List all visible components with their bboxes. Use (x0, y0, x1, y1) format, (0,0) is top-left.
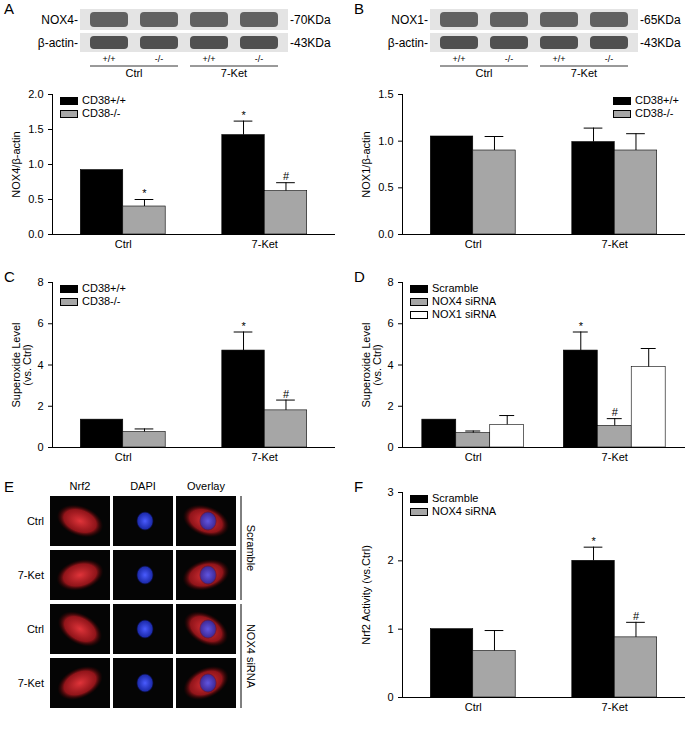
svg-text:-70KDa: -70KDa (290, 13, 331, 27)
svg-text:-/-: -/- (155, 54, 164, 64)
svg-text:1.5: 1.5 (28, 123, 43, 135)
svg-text:Ctrl: Ctrl (465, 701, 482, 713)
svg-text:Ctrl: Ctrl (115, 451, 132, 463)
html-text:F: F (354, 478, 364, 495)
html-text:D: D (354, 268, 365, 285)
html-text:NOX1 siRNA: NOX1 siRNA (432, 308, 497, 320)
svg-text:2: 2 (387, 554, 393, 566)
svg-text:7-Ket: 7-Ket (571, 67, 597, 79)
svg-text:Ctrl: Ctrl (465, 238, 482, 250)
svg-text:#: # (633, 610, 640, 622)
svg-text:6: 6 (387, 317, 393, 329)
svg-text:Ctrl: Ctrl (27, 515, 44, 527)
svg-text:-43KDa: -43KDa (640, 36, 681, 50)
svg-text:0: 0 (387, 691, 393, 703)
svg-text:Superoxide Level(vs. Ctrl): Superoxide Level(vs. Ctrl) (360, 322, 383, 407)
svg-text:8: 8 (37, 276, 43, 288)
svg-text:3: 3 (387, 486, 393, 498)
svg-text:0: 0 (37, 441, 43, 453)
svg-text:#: # (283, 388, 290, 400)
svg-text:Ctrl: Ctrl (475, 67, 492, 79)
html-text:Scramble: Scramble (432, 282, 479, 294)
svg-text:Overlay: Overlay (187, 480, 225, 492)
html-text:B: B (354, 0, 364, 17)
svg-text:NOX1-: NOX1- (391, 13, 428, 27)
svg-text:0.5: 0.5 (378, 181, 393, 193)
svg-text:2: 2 (387, 400, 393, 412)
svg-text:Ctrl: Ctrl (115, 238, 132, 250)
svg-text:-65KDa: -65KDa (640, 13, 681, 27)
html-text:NOX4 siRNA: NOX4 siRNA (432, 295, 497, 307)
html-text:Scramble: Scramble (432, 492, 479, 504)
html-text:CD38+/+: CD38+/+ (82, 282, 126, 294)
svg-text:*: * (241, 109, 246, 121)
html-text:CD38+/+: CD38+/+ (82, 94, 126, 106)
svg-text:2: 2 (37, 400, 43, 412)
svg-text:1.5: 1.5 (378, 88, 393, 100)
svg-text:+/+: +/+ (202, 54, 215, 64)
svg-text:4: 4 (387, 359, 393, 371)
svg-text:7-Ket: 7-Ket (18, 569, 44, 581)
svg-text:+/+: +/+ (452, 54, 465, 64)
html-text:A: A (4, 0, 14, 17)
svg-text:7-Ket: 7-Ket (602, 701, 628, 713)
html-text:CD38+/+: CD38+/+ (635, 94, 679, 106)
svg-text:-43KDa: -43KDa (290, 36, 331, 50)
svg-text:0.0: 0.0 (28, 228, 43, 240)
html-text:CD38-/-: CD38-/- (635, 107, 674, 119)
svg-text:0.0: 0.0 (378, 228, 393, 240)
svg-text:*: * (591, 535, 596, 547)
html-text:C: C (4, 268, 15, 285)
svg-text:β-actin-: β-actin- (38, 36, 78, 50)
svg-text:-/-: -/- (255, 54, 264, 64)
svg-text:7-Ket: 7-Ket (602, 238, 628, 250)
svg-text:*: * (142, 187, 147, 199)
svg-text:Ctrl: Ctrl (27, 623, 44, 635)
svg-text:4: 4 (37, 359, 43, 371)
svg-text:NOX4 siRNA: NOX4 siRNA (245, 624, 257, 689)
svg-text:6: 6 (37, 317, 43, 329)
svg-text:7-Ket: 7-Ket (602, 451, 628, 463)
svg-text:1.0: 1.0 (28, 158, 43, 170)
svg-text:Nrf2: Nrf2 (70, 480, 91, 492)
svg-text:7-Ket: 7-Ket (18, 677, 44, 689)
svg-text:NOX1/β-actin: NOX1/β-actin (360, 131, 372, 197)
svg-text:NOX4-: NOX4- (41, 13, 78, 27)
html-text:E: E (4, 478, 14, 495)
html-text:CD38-/-: CD38-/- (82, 107, 121, 119)
html-text:NOX4 siRNA: NOX4 siRNA (432, 505, 497, 517)
svg-text:#: # (612, 406, 619, 418)
svg-text:Superoxide Level(vs. Ctrl): Superoxide Level(vs. Ctrl) (10, 322, 33, 407)
svg-text:7-Ket: 7-Ket (252, 451, 278, 463)
svg-text:-/-: -/- (605, 54, 614, 64)
svg-text:-/-: -/- (505, 54, 514, 64)
svg-text:β-actin-: β-actin- (388, 36, 428, 50)
svg-text:Scramble: Scramble (245, 525, 257, 571)
svg-text:0: 0 (387, 441, 393, 453)
svg-text:NOX4/β-actin: NOX4/β-actin (10, 131, 22, 197)
svg-text:0.5: 0.5 (28, 193, 43, 205)
svg-text:Ctrl: Ctrl (465, 451, 482, 463)
svg-text:1: 1 (387, 623, 393, 635)
svg-text:Ctrl: Ctrl (125, 67, 142, 79)
svg-text:+/+: +/+ (552, 54, 565, 64)
html-text:CD38-/-: CD38-/- (82, 295, 121, 307)
svg-text:#: # (283, 170, 290, 182)
svg-text:*: * (241, 320, 246, 332)
svg-text:1.0: 1.0 (378, 135, 393, 147)
svg-text:2.0: 2.0 (28, 88, 43, 100)
svg-text:Nrf2 Activity (vs.Ctrl): Nrf2 Activity (vs.Ctrl) (360, 545, 372, 645)
svg-text:7-Ket: 7-Ket (221, 67, 247, 79)
svg-text:+/+: +/+ (102, 54, 115, 64)
svg-text:DAPI: DAPI (130, 480, 156, 492)
svg-text:*: * (579, 320, 584, 332)
svg-text:8: 8 (387, 276, 393, 288)
svg-text:7-Ket: 7-Ket (252, 238, 278, 250)
